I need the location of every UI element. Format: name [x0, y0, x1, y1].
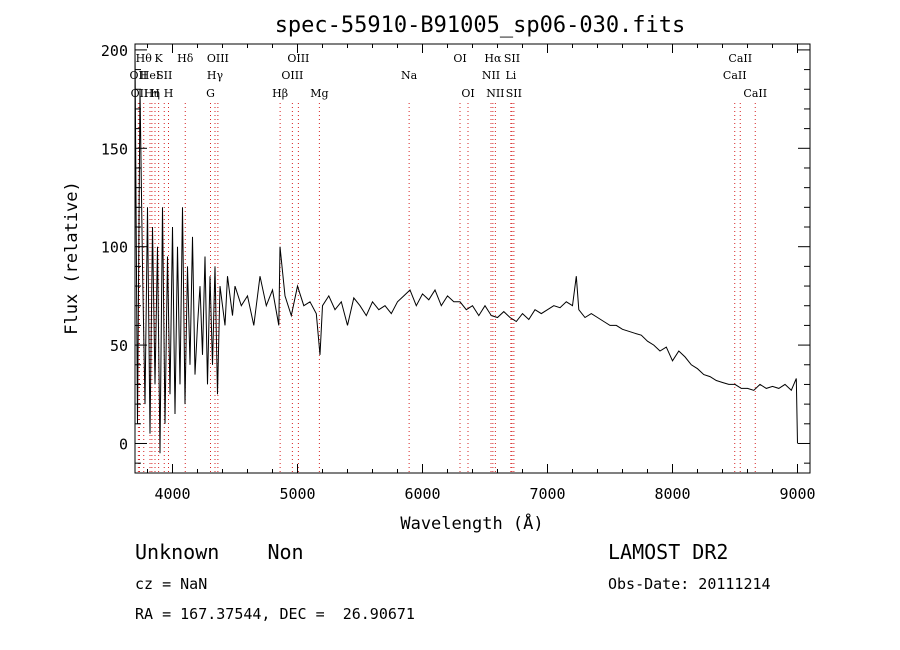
- line-marker-label: OIII: [287, 52, 309, 65]
- y-tick-label: 50: [110, 337, 128, 355]
- x-tick-label: 5000: [279, 485, 315, 503]
- spectrum-line: [134, 49, 798, 454]
- line-marker-label: OIII: [207, 52, 229, 65]
- line-marker-label: NII: [482, 69, 500, 82]
- plot-frame: [134, 43, 811, 474]
- axes: 4000 5000 6000 7000 8000 9000 0 50 100 150 200: [101, 42, 816, 503]
- x-tick-label: 8000: [654, 485, 690, 503]
- line-marker-label: Na: [401, 69, 418, 82]
- line-marker-label: SII: [506, 87, 522, 100]
- line-marker-label: OII: [130, 69, 148, 82]
- x-tick-label: 9000: [779, 485, 815, 503]
- y-tick-label: 0: [119, 435, 128, 453]
- line-marker-label: SII: [504, 52, 520, 65]
- x-tick-label: 6000: [404, 485, 440, 503]
- line-markers: OIIOIIHθHeIHηHKSIIHHδGHγOIIIHβOIIIOIIIMg…: [130, 52, 767, 473]
- radec-info: RA = 167.37544, DEC = 26.90671: [135, 605, 415, 623]
- chart-title: spec-55910-B91005_sp06-030.fits: [275, 13, 686, 38]
- line-marker-label: Li: [505, 69, 516, 82]
- x-tick-label: 7000: [529, 485, 565, 503]
- line-marker-label: NII: [486, 87, 504, 100]
- obsdate-info: Obs-Date: 20111214: [608, 575, 771, 593]
- line-marker-label: CaII: [728, 52, 752, 65]
- line-marker-label: Hβ: [272, 87, 288, 100]
- line-marker-label: Mg: [310, 87, 328, 100]
- y-tick-label: 150: [101, 140, 128, 158]
- line-marker-label: Hα: [484, 52, 502, 65]
- line-marker-label: OIII: [281, 69, 303, 82]
- line-marker-label: Hδ: [177, 52, 194, 65]
- line-marker-label: G: [206, 87, 215, 100]
- cz-info: cz = NaN: [135, 575, 208, 593]
- line-marker-label: OI: [461, 87, 474, 100]
- line-marker-label: Hγ: [207, 69, 224, 82]
- y-axis-label: Flux (relative): [62, 181, 82, 335]
- line-marker-label: CaII: [723, 69, 747, 82]
- line-marker-label: OI: [453, 52, 466, 65]
- y-tick-label: 200: [101, 42, 128, 60]
- survey-info: LAMOST DR2: [608, 540, 729, 564]
- line-marker-label: Hθ: [136, 52, 153, 65]
- line-marker-label: SII: [156, 69, 172, 82]
- line-marker-label: H: [164, 87, 174, 100]
- line-marker-label: H: [150, 87, 160, 100]
- x-tick-label: 4000: [154, 485, 190, 503]
- line-marker-label: Hη: [144, 87, 160, 100]
- y-tick-label: 100: [101, 239, 128, 257]
- line-marker-label: K: [155, 52, 164, 65]
- x-axis-label: Wavelength (Å): [400, 512, 543, 534]
- class-info: Unknown Non: [135, 540, 304, 564]
- line-marker-label: CaII: [743, 87, 767, 100]
- line-marker-label: HeI: [140, 69, 160, 82]
